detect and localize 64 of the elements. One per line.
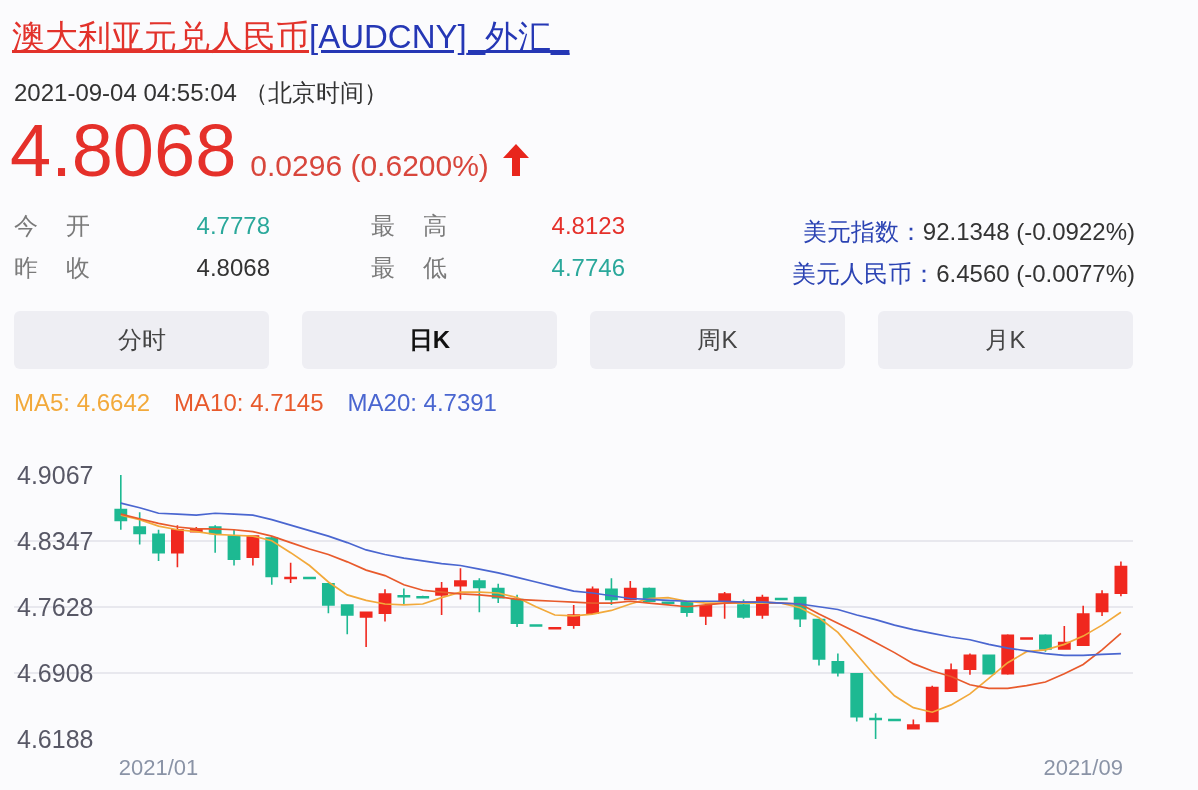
candlestick [1020,637,1033,640]
tab-button: 日K [302,311,557,369]
text: 4.7778 [196,212,270,240]
x-tick-label: 2021/01 [118,755,199,780]
text: 0.0296 (0.6200%) [250,149,489,184]
text: 4.8123 [551,212,625,240]
candlestick [472,577,486,614]
text: 92.1348 (-0.0922%) [922,218,1135,246]
text: 最低 [371,254,475,282]
candlestick [699,602,713,626]
candlestick [133,511,147,546]
candlestick [661,601,675,605]
text: 最高 [371,212,475,240]
chart-title: 澳大利亚元兑人民币 [12,18,309,55]
candlestick [963,652,977,676]
candlestick [850,672,864,723]
x-tick-label: 2021/09 [1043,755,1123,780]
candlestick [246,535,260,567]
y-tick-label: 4.9067 [17,461,94,490]
candlestick [1076,605,1090,647]
text: 昨收 [14,254,118,282]
text: 4.7746 [551,254,625,282]
candlestick [1095,589,1109,617]
candlestick [171,524,184,569]
candlestick [1039,633,1052,653]
candlestick [265,535,279,586]
text: 6.4560 (-0.0077%) [936,260,1135,288]
tab-button: 分时 [14,311,269,369]
y-tick-label: 4.6908 [17,659,94,688]
text: 美元指数： [802,218,923,246]
y-tick-label: 4.6188 [17,725,94,754]
tab-button: 周K [590,311,845,369]
candlestick [340,604,354,636]
line-series [119,502,1122,657]
candlestick [925,684,939,723]
candlestick [114,475,128,531]
y-tick-label: 4.8347 [17,527,94,556]
text: 美元人民币： [792,260,937,288]
candlestick [1114,560,1128,597]
text: 2021-09-04 04:55:04 （北京时间） [14,79,388,107]
candlestick [397,587,411,606]
candlestick [906,718,920,730]
candlestick [227,528,241,567]
text: 今开 [14,212,118,240]
candlestick [359,611,373,648]
y-tick-label: 4.7628 [17,593,94,622]
candlestick [321,582,335,614]
text: 4.8068 [10,108,237,194]
candlestick [454,567,467,601]
candlestick [982,654,996,675]
text: MA20: 4.7391 [347,389,497,417]
candlestick [812,618,826,667]
candlestick [548,626,562,630]
candlestick [152,528,165,562]
candlestick [831,652,845,678]
text: MA5: 4.6642 [14,389,151,417]
text: MA10: 4.7145 [174,389,324,417]
candlestick [1001,633,1015,676]
candlestick [737,598,750,620]
tab-button: 月K [878,311,1133,369]
candlestick [529,624,543,627]
candlestick [944,662,958,692]
chart-subtitle: [AUDCNY]_外汇_ [309,18,570,55]
text: 4.8068 [196,254,270,282]
